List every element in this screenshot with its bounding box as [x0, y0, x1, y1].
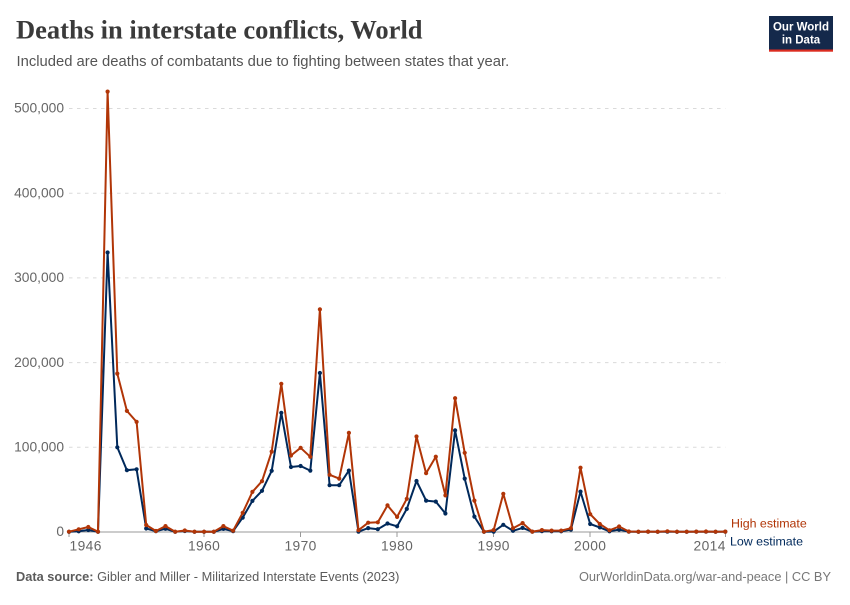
- svg-text:400,000: 400,000: [14, 185, 64, 200]
- svg-text:2000: 2000: [574, 539, 606, 554]
- svg-text:High estimate: High estimate: [731, 517, 807, 531]
- svg-text:Data source: Gibler and Miller: Data source: Gibler and Miller - Militar…: [16, 569, 399, 584]
- svg-text:2014: 2014: [694, 539, 726, 554]
- svg-text:in Data: in Data: [782, 35, 821, 47]
- svg-text:Deaths in interstate conflicts: Deaths in interstate conflicts, World: [16, 15, 423, 45]
- svg-text:200,000: 200,000: [14, 355, 64, 370]
- svg-text:1946: 1946: [70, 539, 102, 554]
- svg-text:Low estimate: Low estimate: [730, 535, 803, 549]
- svg-text:1990: 1990: [478, 539, 510, 554]
- svg-text:1970: 1970: [284, 539, 316, 554]
- svg-text:1960: 1960: [188, 539, 220, 554]
- svg-text:Our World: Our World: [773, 22, 829, 34]
- svg-text:500,000: 500,000: [14, 101, 64, 116]
- svg-text:300,000: 300,000: [14, 270, 64, 285]
- svg-text:100,000: 100,000: [14, 440, 64, 455]
- svg-text:OurWorldinData.org/war-and-pea: OurWorldinData.org/war-and-peace | CC BY: [579, 569, 831, 584]
- svg-text:Included are deaths of combata: Included are deaths of combatants due to…: [17, 54, 510, 70]
- svg-text:0: 0: [56, 524, 64, 539]
- svg-text:1980: 1980: [381, 539, 413, 554]
